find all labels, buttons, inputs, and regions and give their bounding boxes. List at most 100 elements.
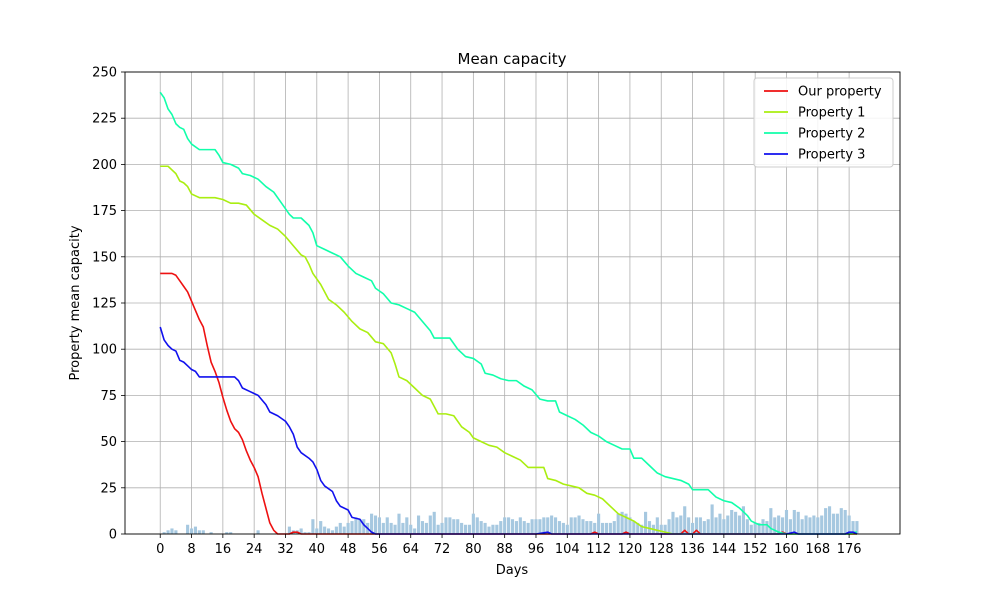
x-tick-label: 88 [496,542,513,557]
bar [679,515,683,534]
bar [381,522,385,534]
x-tick-label: 144 [711,542,736,557]
legend: Our property Property 1 Property 2 Property… [753,77,894,168]
line-layer [159,91,858,535]
bar [788,519,792,534]
bar [256,530,260,534]
bar [330,530,335,534]
series-line-3 [159,91,857,535]
bar [503,517,507,534]
bar [808,517,812,534]
bar [737,515,742,534]
bar [507,517,511,534]
bar [573,517,577,534]
bar [781,517,785,534]
bar [608,522,612,534]
bar [491,524,495,534]
bar [354,517,358,534]
bar [577,515,581,534]
bar [620,511,624,534]
bar [683,506,687,534]
bar [812,515,816,534]
bar [350,521,354,534]
bar [342,526,346,534]
bar [542,517,546,534]
legend-label: Property 1 [798,106,865,121]
bar [514,521,518,534]
bar [800,519,804,534]
bar [718,513,722,534]
bar [734,511,738,534]
bar [761,519,765,534]
bar [424,522,428,534]
bar [593,522,597,534]
bar [675,517,679,534]
bar [765,521,769,534]
x-tick-label: 72 [434,542,451,557]
bar [370,513,374,534]
bar [561,522,565,534]
x-tick-label: 112 [586,542,611,557]
y-tick-label: 25 [100,481,117,496]
bar [745,519,749,534]
bar [616,513,620,534]
bar [405,517,409,534]
bar [389,522,393,534]
bar [338,522,342,534]
bar [193,526,198,534]
bar [311,519,315,534]
bar [471,513,475,534]
bar [166,530,170,534]
bar [687,517,691,534]
x-tick-label: 128 [649,542,674,557]
bar [796,511,800,534]
x-tick-label: 80 [465,542,482,557]
bar [636,522,640,534]
bar [303,532,307,534]
bar [804,515,808,534]
bar [847,515,851,534]
bar [632,521,636,534]
bar [475,517,479,534]
bar [393,524,397,534]
bar [655,517,659,534]
bar [162,532,166,534]
bar [538,519,542,534]
y-tick-label: 225 [92,112,117,127]
y-tick-label: 75 [100,389,117,404]
bar [749,524,753,534]
bar [624,513,628,534]
legend-box [753,77,894,168]
bar [170,528,174,534]
bar [444,517,448,534]
bar [644,511,648,534]
series-line-2 [160,165,857,535]
bar [659,524,663,534]
bar [174,530,178,534]
bar [467,524,472,534]
bar [518,517,522,534]
bar [460,522,464,534]
bar [495,524,499,534]
bar [824,508,828,534]
bar [589,521,593,534]
bar [597,513,601,534]
bar [409,524,413,534]
bar [777,515,781,534]
x-tick-label: 32 [277,542,294,557]
bar [428,515,432,534]
bar [377,517,381,534]
bar [557,521,562,534]
bar [671,511,675,534]
bar [373,515,378,534]
bar [702,521,706,534]
bar [730,509,734,534]
bar [197,530,201,534]
bar [851,521,855,534]
x-tick-label: 56 [371,542,388,557]
bar [499,521,503,534]
legend-label: Property 2 [798,127,865,142]
bar [741,506,745,534]
y-tick-label: 125 [92,297,117,312]
